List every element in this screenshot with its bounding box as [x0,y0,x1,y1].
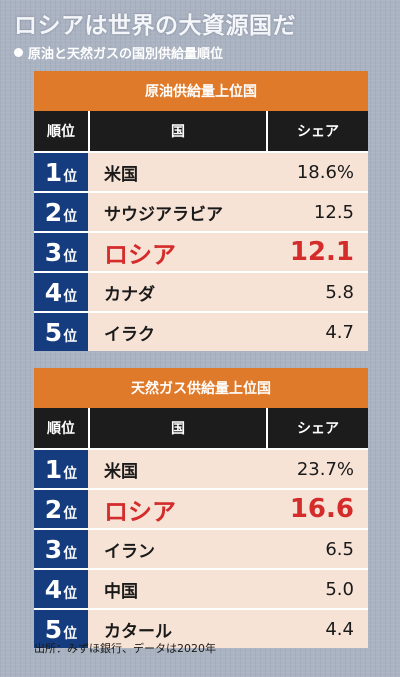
share-cell: 5.8 [325,281,354,303]
table-row: 2 位サウジアラビア 12.5 [34,191,368,231]
country-cell: イラク [104,324,155,345]
rank-suffix: 位 [63,586,78,602]
oil-table-title: 原油供給量上位国 [34,71,368,111]
rank-number: 2 [44,495,63,524]
table-row: 5 位イラク 4.7 [34,311,368,351]
table-row: 1 位米国 18.6% [34,151,368,191]
country-cell: 米国 [104,164,138,185]
col-header-share: シェア [297,124,339,140]
country-cell: ロシア [104,240,176,269]
rank-number: 5 [44,615,63,644]
col-header-share: シェア [297,421,339,437]
rank-suffix: 位 [63,329,78,345]
gas-supply-table: 天然ガス供給量上位国 順位 国 シェア 1 位米国 23.7% 2 位ロシア 16.6 3 位… [34,368,368,648]
rank-suffix: 位 [63,506,78,522]
gas-header-row: 順位 国 シェア [34,408,368,448]
country-cell: カタール [104,621,172,642]
share-cell: 16.6 [289,494,354,524]
table-row: 3 位イラン 6.5 [34,528,368,568]
subtitle-text: 原油と天然ガスの国別供給量順位 [28,47,224,62]
rank-number: 2 [44,198,63,227]
rank-number: 4 [44,278,63,307]
table-row: 1 位米国 23.7% [34,448,368,488]
col-header-rank: 順位 [47,421,75,437]
rank-suffix: 位 [63,289,78,305]
share-cell: 5.0 [325,578,354,600]
rank-number: 1 [44,158,63,187]
col-header-country: 国 [88,111,268,151]
rank-suffix: 位 [63,169,78,185]
rank-number: 1 [44,455,63,484]
rank-suffix: 位 [63,249,78,265]
page-subtitle: 原油と天然ガスの国別供給量順位 [14,43,223,62]
source-note: 出所：みずほ銀行、データは2020年 [34,642,216,655]
oil-rows: 1 位米国 18.6% 2 位サウジアラビア 12.5 3 位ロシア 12.1 4 位カナダ 5.8 5… [34,151,368,351]
country-cell: サウジアラビア [104,204,223,225]
rank-suffix: 位 [63,546,78,562]
oil-header-row: 順位 国 シェア [34,111,368,151]
bullet-icon [14,48,23,57]
table-row: 2 位ロシア 16.6 [34,488,368,528]
share-cell: 6.5 [325,538,354,560]
oil-supply-table: 原油供給量上位国 順位 国 シェア 1 位米国 18.6% 2 位サウジアラビア 12.5… [34,71,368,351]
share-cell: 12.1 [289,237,354,267]
rank-number: 3 [44,238,63,267]
col-header-rank: 順位 [47,124,75,140]
rank-suffix: 位 [63,626,78,642]
table-row: 4 位カナダ 5.8 [34,271,368,311]
share-cell: 4.4 [325,618,354,640]
rank-suffix: 位 [63,209,78,225]
table-row: 4 位中国 5.0 [34,568,368,608]
table-row: 3 位ロシア 12.1 [34,231,368,271]
share-cell: 4.7 [325,321,354,343]
share-cell: 12.5 [313,201,354,223]
rank-number: 5 [44,318,63,347]
rank-suffix: 位 [63,466,78,482]
col-header-country: 国 [88,408,268,448]
page-title: ロシアは世界の大資源国だ [14,13,296,39]
table-row: 5 位カタール 4.4 [34,608,368,648]
country-cell: カナダ [104,284,155,305]
share-cell: 23.7% [296,458,354,480]
rank-number: 3 [44,535,63,564]
rank-number: 4 [44,575,63,604]
gas-rows: 1 位米国 23.7% 2 位ロシア 16.6 3 位イラン 6.5 4 位中国 5.0 5 位カタール 4… [34,448,368,648]
gas-table-title: 天然ガス供給量上位国 [34,368,368,408]
country-cell: 中国 [104,581,138,602]
country-cell: ロシア [104,497,176,526]
country-cell: 米国 [104,461,138,482]
country-cell: イラン [104,541,155,562]
share-cell: 18.6% [296,161,354,183]
